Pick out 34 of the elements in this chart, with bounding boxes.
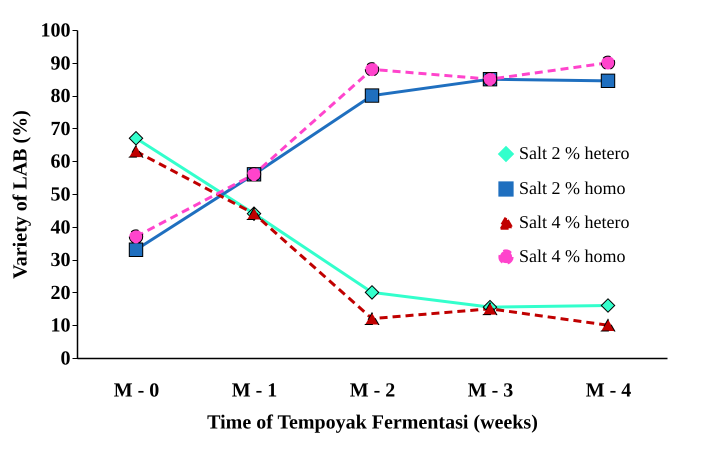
y-tick-label: 40 <box>50 216 70 238</box>
point <box>364 62 380 77</box>
y-tick-label: 20 <box>50 282 70 304</box>
point <box>364 88 380 103</box>
point <box>128 242 144 257</box>
legend-label: Salt 2 % hetero <box>519 143 630 163</box>
point <box>600 318 616 332</box>
x-tick-label: M - 3 <box>468 380 514 402</box>
legend-label: Salt 4 % homo <box>519 246 626 266</box>
x-axis-title: Time of Tempoyak Fermentasi (weeks) <box>207 412 538 434</box>
legend-label: Salt 4 % hetero <box>519 212 630 232</box>
point <box>128 131 144 146</box>
point <box>600 74 616 88</box>
y-tick-label: 70 <box>50 118 70 140</box>
x-tick-label: M - 2 <box>350 380 396 402</box>
y-tick-label: 60 <box>50 150 70 173</box>
point <box>600 56 616 70</box>
x-tick-label: M - 0 <box>114 380 160 402</box>
x-tick-label: M - 4 <box>586 380 632 402</box>
y-tick-label: 30 <box>50 249 70 272</box>
y-tick-label: 80 <box>50 85 70 108</box>
y-tick-label: 90 <box>50 52 70 74</box>
y-tick-label: 100 <box>40 20 70 42</box>
point <box>364 312 380 325</box>
point <box>600 298 616 313</box>
point <box>364 285 380 300</box>
y-tick-label: 50 <box>50 184 70 206</box>
point <box>128 229 144 244</box>
y-axis-title: Variety of LAB (%) <box>10 110 32 279</box>
point <box>128 145 144 158</box>
legend-label: Salt 2 % homo <box>519 178 626 198</box>
y-tick-label: 0 <box>60 348 70 370</box>
x-tick-label: M - 1 <box>232 380 278 402</box>
y-tick-label: 10 <box>50 314 70 337</box>
